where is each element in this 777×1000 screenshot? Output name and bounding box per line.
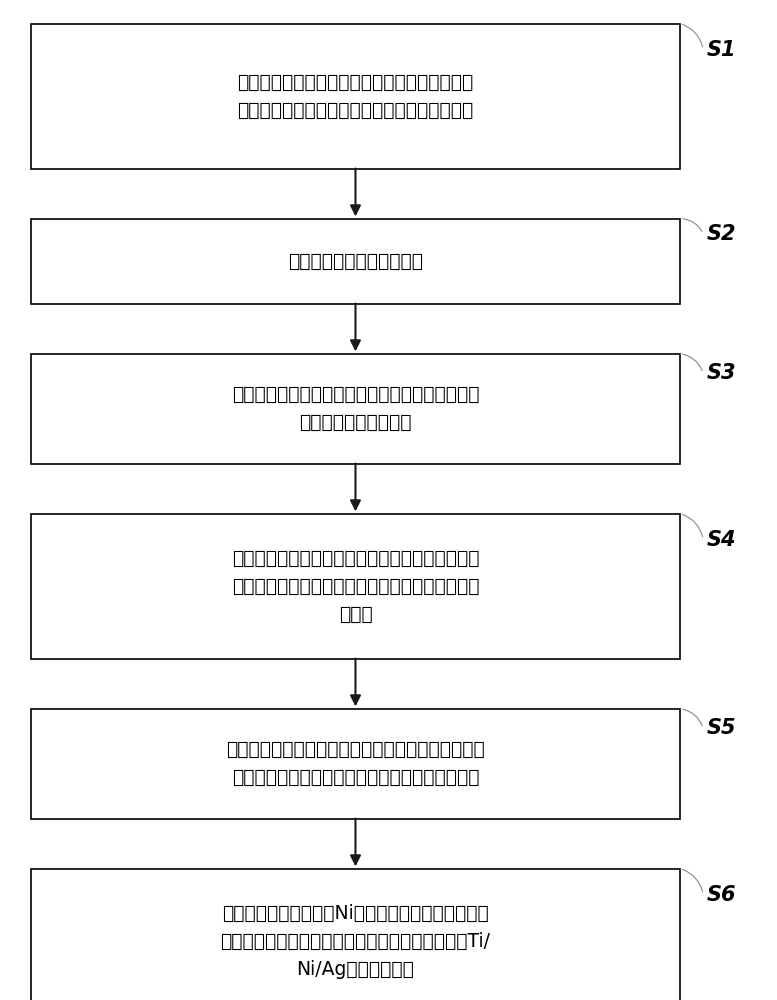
Text: S1: S1 xyxy=(707,40,737,60)
Text: 通过光刻形成离子注入窗口，在碳化硅外延层上形
成多个第二导电类型的重掺杂的注入区，作为栅极
注入区: 通过光刻形成离子注入窗口，在碳化硅外延层上形 成多个第二导电类型的重掺杂的注入区… xyxy=(232,548,479,624)
Bar xyxy=(31,868,680,1000)
Text: 对沟槽的位置进行离子注入，形成具有第二导电类
型的重掺杂的第一注入: 对沟槽的位置进行离子注入，形成具有第二导电类 型的重掺杂的第一注入 xyxy=(232,385,479,432)
Text: S3: S3 xyxy=(707,363,737,383)
Text: 在碳化硅衬底上生长碳化硅外延层，其中碳化硅
衬底和碳化硅外延层的掺杂类型为第一导电类型: 在碳化硅衬底上生长碳化硅外延层，其中碳化硅 衬底和碳化硅外延层的掺杂类型为第一导… xyxy=(237,73,474,120)
Bar xyxy=(31,24,680,169)
Bar xyxy=(31,709,680,818)
Text: S4: S4 xyxy=(707,530,737,550)
Text: 通过光刻形成离子注入窗口，在碳化硅外延层上形成
多个第一导电类型重掺杂注入区，作为源极注入区: 通过光刻形成离子注入窗口，在碳化硅外延层上形成 多个第一导电类型重掺杂注入区，作… xyxy=(226,740,485,787)
Text: 在碳化硅外延层上刻蚀沟槽: 在碳化硅外延层上刻蚀沟槽 xyxy=(288,252,423,271)
Text: S5: S5 xyxy=(707,718,737,738)
Text: S6: S6 xyxy=(707,885,737,905)
Text: S2: S2 xyxy=(707,224,737,244)
Bar xyxy=(31,514,680,659)
Text: 分别在栅极和源极沉积Ni作为欧姆接触金属，并分别
在氮气氛围中退火形成欧姆接触，最后在背面沉积Ti/
Ni/Ag形成背面漏极: 分别在栅极和源极沉积Ni作为欧姆接触金属，并分别 在氮气氛围中退火形成欧姆接触，… xyxy=(221,904,490,978)
Bar xyxy=(31,219,680,304)
Bar xyxy=(31,354,680,464)
